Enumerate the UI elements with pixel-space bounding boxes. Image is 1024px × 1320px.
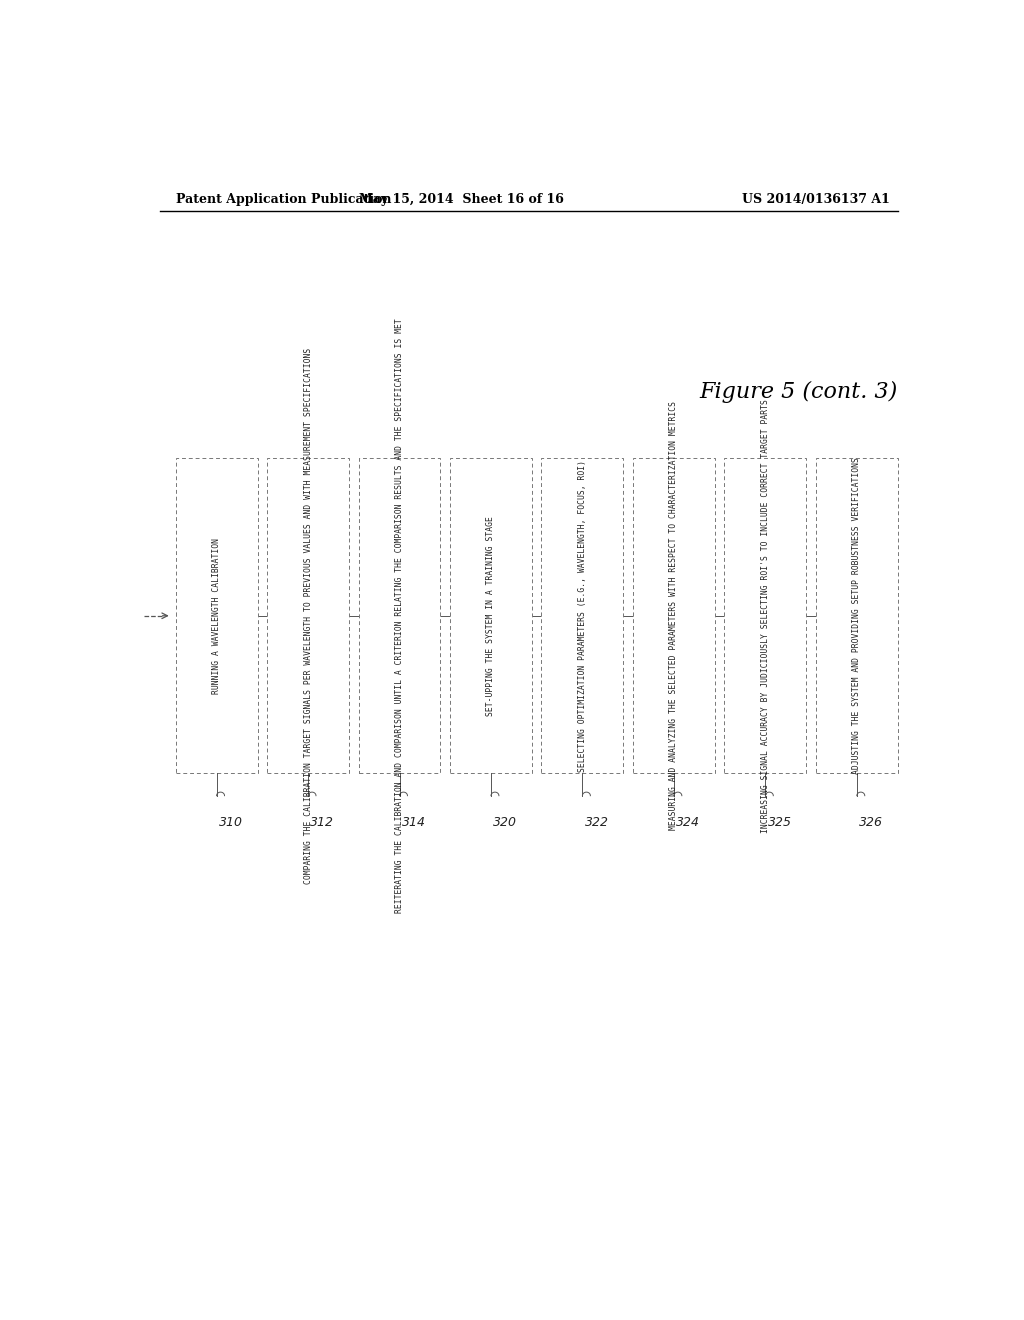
Text: MEASURING AND ANALYZING THE SELECTED PARAMETERS WITH RESPECT TO CHARACTERIZATION: MEASURING AND ANALYZING THE SELECTED PAR…: [670, 401, 678, 830]
Bar: [358, 458, 440, 774]
Text: REITERATING THE CALIBRATION AND COMPARISON UNTIL A CRITERION RELATING THE COMPAR: REITERATING THE CALIBRATION AND COMPARIS…: [395, 318, 404, 913]
Text: 326: 326: [859, 816, 884, 829]
Text: 312: 312: [310, 816, 335, 829]
Text: Figure 5 (cont. 3): Figure 5 (cont. 3): [699, 381, 898, 403]
Bar: [176, 458, 258, 774]
Text: 325: 325: [768, 816, 792, 829]
Text: 324: 324: [676, 816, 700, 829]
Text: 322: 322: [585, 816, 609, 829]
Text: 314: 314: [401, 816, 426, 829]
Bar: [816, 458, 898, 774]
Text: 320: 320: [494, 816, 517, 829]
Bar: [450, 458, 531, 774]
Text: ADJUSTING THE SYSTEM AND PROVIDING SETUP ROBUSTNESS VERIFICATIONS: ADJUSTING THE SYSTEM AND PROVIDING SETUP…: [852, 457, 861, 775]
Bar: [267, 458, 349, 774]
Text: Patent Application Publication: Patent Application Publication: [176, 193, 391, 206]
Text: SET-UPPING THE SYSTEM IN A TRAINING STAGE: SET-UPPING THE SYSTEM IN A TRAINING STAG…: [486, 516, 496, 715]
Text: US 2014/0136137 A1: US 2014/0136137 A1: [742, 193, 890, 206]
Text: RUNNING A WAVELENGTH CALIBRATION: RUNNING A WAVELENGTH CALIBRATION: [212, 537, 221, 694]
Text: 310: 310: [219, 816, 243, 829]
Text: SELECTING OPTIMIZATION PARAMETERS (E.G., WAVELENGTH, FOCUS, ROI): SELECTING OPTIMIZATION PARAMETERS (E.G.,…: [578, 459, 587, 772]
Bar: [724, 458, 806, 774]
Bar: [633, 458, 715, 774]
Text: INCREASING SIGNAL ACCURACY BY JUDICIOUSLY SELECTING ROI'S TO INCLUDE CORRECT TAR: INCREASING SIGNAL ACCURACY BY JUDICIOUSL…: [761, 399, 770, 833]
Text: May 15, 2014  Sheet 16 of 16: May 15, 2014 Sheet 16 of 16: [358, 193, 564, 206]
Text: COMPARING THE CALIBRATION TARGET SIGNALS PER WAVELENGTH TO PREVIOUS VALUES AND W: COMPARING THE CALIBRATION TARGET SIGNALS…: [303, 347, 312, 884]
Bar: [542, 458, 624, 774]
